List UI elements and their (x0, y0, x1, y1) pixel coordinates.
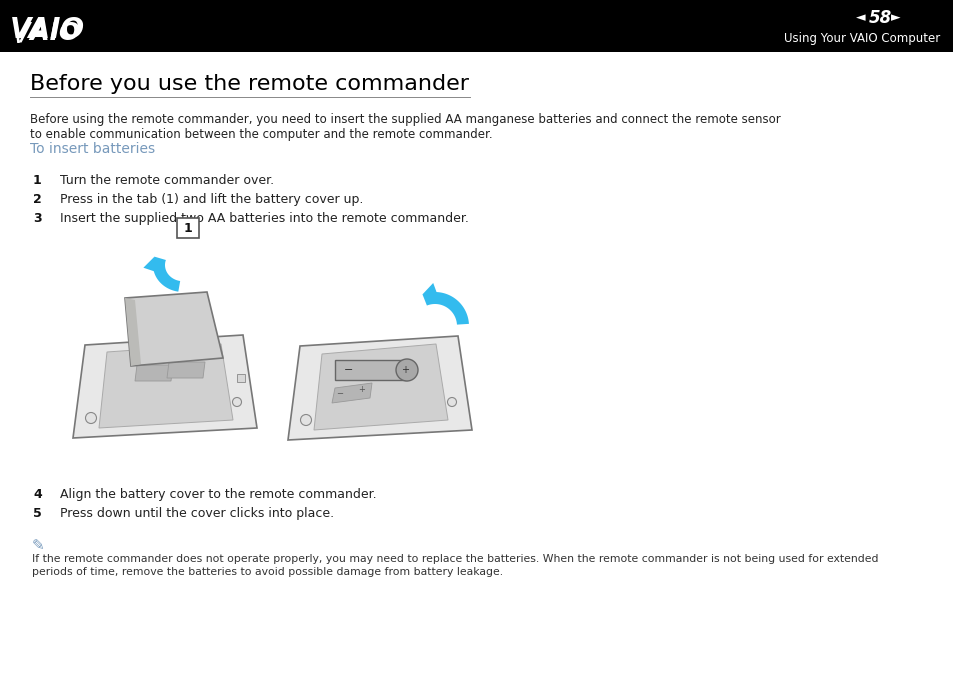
Text: 4: 4 (33, 488, 42, 501)
Circle shape (395, 359, 417, 381)
Text: ◄: ◄ (855, 11, 864, 24)
Circle shape (86, 412, 96, 423)
Polygon shape (314, 344, 448, 430)
Text: Using Your VAIO Computer: Using Your VAIO Computer (783, 32, 939, 45)
Text: 2: 2 (33, 193, 42, 206)
Text: If the remote commander does not operate properly, you may need to replace the b: If the remote commander does not operate… (32, 554, 878, 564)
Polygon shape (152, 257, 180, 292)
Polygon shape (135, 365, 172, 381)
Polygon shape (125, 298, 141, 366)
Text: Insert the supplied two AA batteries into the remote commander.: Insert the supplied two AA batteries int… (60, 212, 468, 225)
Text: +: + (400, 365, 409, 375)
Bar (335, 360, 407, 380)
Text: 58: 58 (868, 9, 891, 27)
Text: 1: 1 (33, 174, 42, 187)
Bar (236, 374, 245, 382)
Text: Align the battery cover to the remote commander.: Align the battery cover to the remote co… (60, 488, 376, 501)
Polygon shape (288, 336, 472, 440)
Text: Before using the remote commander, you need to insert the supplied AA manganese : Before using the remote commander, you n… (30, 113, 780, 126)
Text: −: − (336, 390, 343, 398)
Text: 3: 3 (33, 212, 42, 225)
Polygon shape (422, 283, 437, 296)
Text: ►: ► (890, 11, 900, 24)
Text: To insert batteries: To insert batteries (30, 142, 155, 156)
Polygon shape (167, 362, 205, 378)
Text: ✎: ✎ (32, 538, 45, 553)
Text: 1: 1 (183, 222, 193, 235)
Circle shape (300, 415, 312, 425)
Polygon shape (143, 257, 156, 272)
Circle shape (447, 398, 456, 406)
Polygon shape (73, 335, 256, 438)
Polygon shape (332, 383, 372, 403)
Text: VAIO: VAIO (10, 16, 85, 44)
Bar (0, 0, 953, 52)
Text: +: + (358, 386, 365, 394)
Text: periods of time, remove the batteries to avoid possible damage from battery leak: periods of time, remove the batteries to… (32, 567, 502, 577)
Polygon shape (422, 292, 469, 325)
Polygon shape (99, 344, 233, 428)
Text: Before you use the remote commander: Before you use the remote commander (30, 74, 469, 94)
Bar (177, 218, 199, 238)
Text: \/AIO: \/AIO (12, 21, 80, 45)
Text: Press in the tab (1) and lift the battery cover up.: Press in the tab (1) and lift the batter… (60, 193, 363, 206)
Circle shape (233, 398, 241, 406)
Text: to enable communication between the computer and the remote commander.: to enable communication between the comp… (30, 128, 492, 141)
Text: 5: 5 (33, 507, 42, 520)
Text: Press down until the cover clicks into place.: Press down until the cover clicks into p… (60, 507, 334, 520)
Text: Turn the remote commander over.: Turn the remote commander over. (60, 174, 274, 187)
Text: −: − (344, 365, 354, 375)
Polygon shape (125, 292, 223, 366)
